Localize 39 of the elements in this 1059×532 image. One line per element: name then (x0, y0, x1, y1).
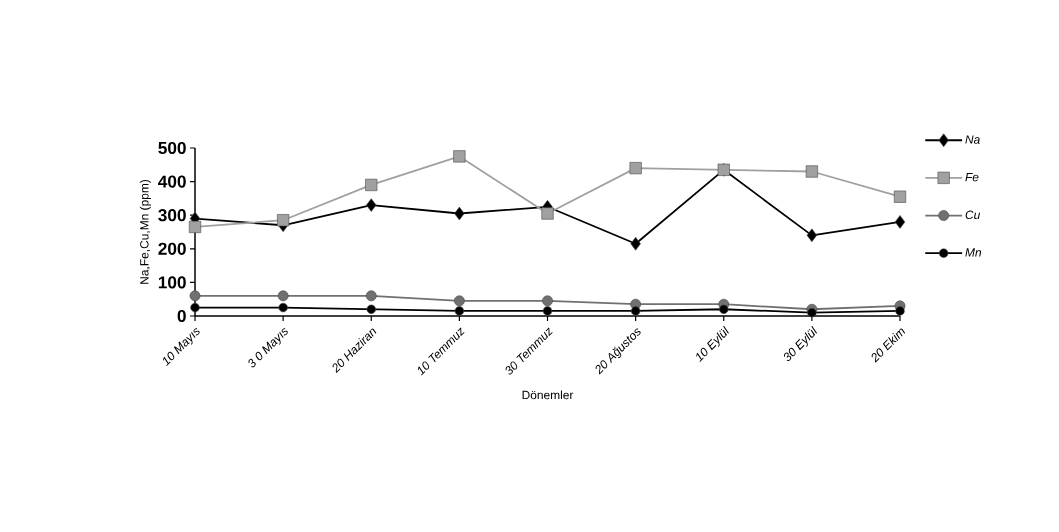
point (366, 198, 377, 212)
legend-label: Na (965, 135, 980, 144)
point (629, 162, 642, 175)
point (541, 207, 554, 220)
point (806, 228, 818, 243)
point (630, 236, 641, 251)
point (893, 190, 907, 203)
point (453, 150, 466, 163)
y-tick-label: 500 (158, 141, 186, 155)
point (454, 295, 465, 307)
point (365, 290, 377, 302)
point (542, 306, 553, 316)
point (277, 290, 289, 302)
point (454, 206, 465, 221)
y-tick-label: 0 (177, 309, 186, 323)
point (366, 304, 376, 314)
point (277, 214, 290, 227)
point (807, 307, 817, 318)
legend-label: Mn (965, 248, 982, 257)
point (365, 178, 378, 192)
point (895, 306, 905, 316)
point (719, 304, 729, 314)
point (188, 220, 202, 234)
x-axis-title: Dönemler (522, 390, 574, 400)
y-tick-label: 200 (158, 242, 186, 255)
point (894, 215, 906, 229)
legend-label: Cu (965, 210, 981, 220)
legend-label: Fe (965, 173, 979, 182)
point (805, 165, 818, 178)
point (542, 295, 553, 307)
point (454, 306, 465, 316)
y-tick-label: 400 (158, 175, 186, 188)
y-axis-title: Na,Fe,Cu,Mn (ppm) (139, 179, 151, 284)
y-tick-label: 100 (158, 276, 186, 289)
point (189, 290, 201, 302)
y-tick-label: 300 (158, 209, 186, 222)
point (190, 302, 200, 313)
point (630, 306, 641, 316)
point (278, 302, 288, 313)
